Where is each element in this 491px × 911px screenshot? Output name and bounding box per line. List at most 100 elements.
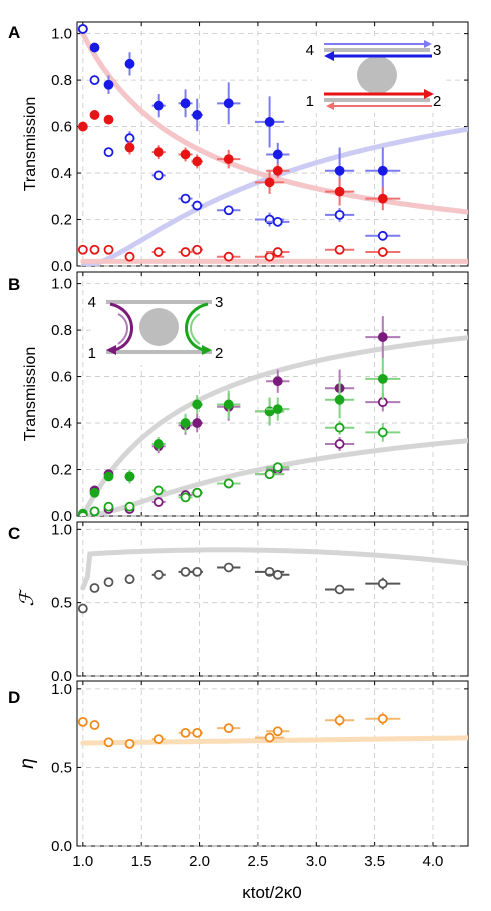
data-point [89, 720, 100, 730]
data-point [223, 478, 234, 489]
data-point [103, 114, 114, 125]
x-tick-label: 2.0 [189, 853, 210, 870]
data-point [264, 177, 275, 188]
plot-area [77, 547, 468, 614]
data-point [264, 732, 275, 743]
arrow-3-to-2 [185, 302, 209, 352]
y-tick-label: 1.0 [51, 681, 72, 698]
data-point [124, 738, 135, 749]
plot-area [77, 24, 468, 266]
arrow-head [424, 40, 432, 48]
y-tick-label: 0.8 [51, 322, 72, 339]
panel-letter: B [8, 275, 20, 294]
plot-area [77, 712, 468, 749]
data-point [153, 100, 164, 111]
arrow-head [326, 102, 334, 110]
data-point [89, 42, 100, 53]
data-point [103, 147, 114, 158]
y-tick-label: 0.6 [51, 119, 72, 136]
plot-frame [76, 680, 469, 847]
x-tick-label: 3.0 [306, 853, 327, 870]
arrow-head [106, 345, 116, 355]
data-point [77, 511, 88, 516]
data-point [77, 716, 88, 727]
data-point [192, 727, 203, 738]
arrow-head [202, 345, 212, 355]
data-point [334, 394, 345, 405]
y-axis-label: Transmission [22, 97, 39, 192]
data-point [192, 200, 203, 211]
data-point [180, 418, 191, 428]
data-point [334, 715, 345, 726]
plot-frame [76, 521, 469, 677]
panel-letter: A [8, 23, 20, 42]
port-label: 1 [88, 345, 96, 362]
port-label: 3 [433, 42, 441, 59]
data-point [192, 418, 203, 428]
data-point [180, 566, 191, 577]
arrow-head [424, 89, 434, 99]
arrow-head [324, 51, 334, 61]
panel-letter: C [8, 524, 20, 543]
y-tick-label: 0.4 [51, 415, 72, 432]
data-point [124, 58, 135, 69]
data-point [153, 247, 164, 257]
data-point [180, 193, 191, 204]
data-point [192, 156, 203, 167]
y-tick-label: 0.4 [51, 165, 72, 182]
y-tick-label: 0.5 [51, 759, 72, 776]
data-point [180, 98, 191, 109]
data-point [103, 79, 114, 90]
panel-B: 0.0 0.2 0.4 0.6 0.8 1.0 B Transmission 4 3 1 2 [8, 271, 469, 525]
data-point [153, 170, 164, 181]
theory-curve [80, 547, 468, 591]
data-point [192, 487, 203, 498]
data-point [334, 244, 345, 255]
data-point [272, 247, 283, 257]
inset-diagram: 4 3 1 2 [306, 38, 442, 113]
data-point [334, 165, 345, 176]
panel-C: 0.0 0.5 1.0 C ℱ [8, 521, 469, 685]
data-point [103, 737, 114, 748]
data-point [89, 506, 100, 516]
inset-diagram: 4 3 1 2 [88, 290, 224, 365]
port-label: 4 [306, 42, 314, 59]
data-point [153, 734, 164, 745]
panel-letter: D [8, 688, 20, 707]
y-axis-label: η [17, 758, 38, 769]
data-point [334, 584, 345, 595]
data-point [89, 110, 100, 120]
y-tick-label: 0.0 [51, 258, 72, 275]
data-point [124, 142, 135, 153]
data-point [334, 209, 345, 220]
theory-curve [80, 735, 468, 746]
data-point [377, 247, 388, 257]
y-tick-label: 0.2 [51, 212, 72, 229]
y-axis-label: Transmission [22, 347, 39, 442]
data-point [180, 492, 191, 503]
data-point [334, 439, 345, 449]
data-point [153, 439, 164, 449]
data-point [153, 569, 164, 580]
y-tick-label: 0.0 [51, 668, 72, 685]
data-point [180, 247, 191, 257]
data-point [89, 583, 100, 593]
x-tick-label: 2.5 [247, 853, 268, 870]
data-point [377, 193, 388, 204]
data-point [272, 462, 283, 473]
data-point [264, 469, 275, 480]
data-point [272, 376, 283, 387]
data-point [180, 727, 191, 738]
panel-D: 0.0 0.5 1.0 Dη 1.0 1.5 2.0 2.5 3.0 3.5 4.0 [8, 680, 469, 870]
data-point [103, 471, 114, 482]
data-point [89, 244, 100, 255]
y-tick-label: 0.6 [51, 369, 72, 386]
data-point [77, 121, 88, 132]
y-tick-label: 1.0 [51, 26, 72, 43]
data-point [153, 147, 164, 158]
x-axis-label: κtot/2κ0 [242, 883, 302, 902]
data-point [89, 75, 100, 85]
data-point [192, 110, 203, 120]
x-tick-label: 3.5 [364, 853, 385, 870]
